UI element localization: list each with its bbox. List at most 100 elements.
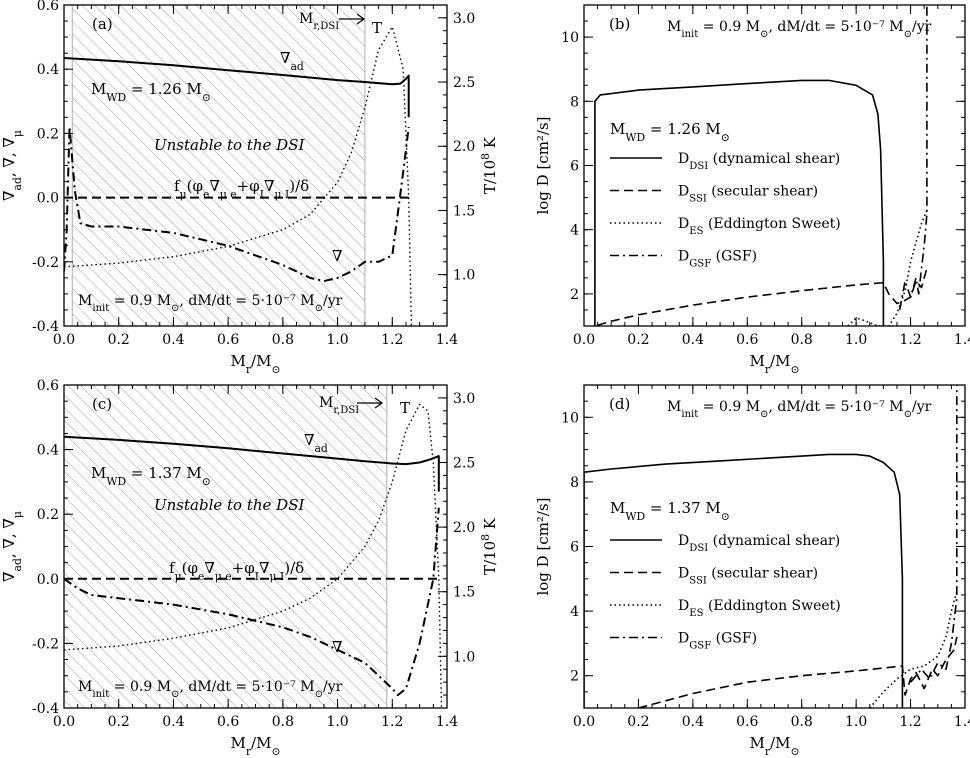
temperature-curve-label: T <box>372 19 382 37</box>
y-tick-label: -0.2 <box>32 255 59 271</box>
panel-a: 0.0 0.2 0.4 0.6 0.8 1.0 1.2 1.4 -0.4 -0.2 0.0 0.2 0.… <box>0 0 499 376</box>
y-right-tick-label: 1.0 <box>453 268 475 284</box>
y-tick-label: -0.4 <box>32 701 59 717</box>
panel-label: (d) <box>609 395 630 413</box>
y-axis-label: log D [cm²/s] <box>534 116 552 214</box>
ticks <box>583 4 966 327</box>
legend: DDSI (dynamical shear) DSSI (secular shea… <box>610 533 841 651</box>
y-tick-label: 6 <box>570 159 579 175</box>
initial-mass-rate-label: Minit = 0.9 M⊙, dM/dt = 5·10⁻⁷ M⊙/yr <box>667 399 932 420</box>
x-tick-label: 1.2 <box>899 332 921 348</box>
y-tick-label: -0.4 <box>32 319 59 335</box>
legend-entry: DES (Eddington Sweet) <box>678 598 841 619</box>
x-tick-label: 1.2 <box>381 714 403 730</box>
x-tick-label: 0.0 <box>53 332 75 348</box>
x-tick-label: 1.2 <box>899 714 921 730</box>
dsi-unstable-region <box>63 384 388 709</box>
x-tick-label: 0.8 <box>272 332 294 348</box>
legend-entry: DES (Eddington Sweet) <box>678 216 841 237</box>
x-tick-label: 1.0 <box>326 332 348 348</box>
x-tick-label: 0.8 <box>272 714 294 730</box>
y-axis-label: log D [cm²/s] <box>534 497 552 595</box>
initial-mass-rate-label: Minit = 0.9 M⊙, dM/dt = 5·10⁻⁷ M⊙/yr <box>78 293 343 314</box>
y-right-tick-label: 3.0 <box>453 11 475 27</box>
series-line <box>592 267 928 326</box>
y-right-axis-label: T/108 K <box>479 517 500 575</box>
x-tick-label: 0.4 <box>162 714 184 730</box>
y-right-axis-label: T/108 K <box>479 136 500 194</box>
y-tick-label: 2 <box>570 287 579 303</box>
series-line <box>638 636 958 708</box>
x-tick-label: 0.6 <box>217 714 239 730</box>
x-axis-label: Mr/M⊙ <box>231 352 281 376</box>
y-tick-label: 0.4 <box>37 62 59 78</box>
x-axis-label: Mr/M⊙ <box>750 734 800 758</box>
y-tick-label: 10 <box>561 30 579 46</box>
unstable-dsi-label: Unstable to the DSI <box>154 136 305 154</box>
y-right-tick-label: 1.0 <box>453 649 475 665</box>
series-line <box>584 453 904 708</box>
x-tick-label: 0.6 <box>736 714 758 730</box>
legend-entry: DGSF (GSF) <box>678 249 757 270</box>
y-tick-label: 0.0 <box>37 191 59 207</box>
y-right-tick-label: 1.5 <box>453 203 475 219</box>
x-tick-label: 0.2 <box>108 332 130 348</box>
y-tick-label: 8 <box>570 475 579 491</box>
x-tick-label: 1.4 <box>954 714 970 730</box>
legend-entry: DSSI (secular shear) <box>678 566 818 587</box>
legend-entry: DGSF (GSF) <box>678 631 757 652</box>
y-tick-label: 10 <box>561 410 579 426</box>
y-tick-label: 0.6 <box>37 378 59 394</box>
x-axis-label: Mr/M⊙ <box>231 734 281 758</box>
nabla-mu-label: fμ(φe∇μ e+φI∇μ I)/δ <box>174 177 309 201</box>
series-line <box>869 591 958 708</box>
series-line <box>64 126 410 283</box>
white-dwarf-mass-label: MWD = 1.26 M⊙ <box>91 80 211 104</box>
x-tick-label: 0.2 <box>108 714 130 730</box>
y-tick-label: -0.2 <box>32 636 59 652</box>
y-right-tick-label: 2.0 <box>453 139 475 155</box>
series-group <box>64 26 413 326</box>
series-line <box>847 210 928 326</box>
y-right-tick-label: 3.0 <box>453 391 475 407</box>
plot-frame <box>583 4 966 327</box>
y-tick-label: 4 <box>570 604 579 620</box>
panel-label: (c) <box>92 395 112 413</box>
legend-entry: DDSI (dynamical shear) <box>678 533 840 554</box>
series-line <box>594 79 885 326</box>
panel-d: 0.0 0.2 0.4 0.6 0.8 1.0 1.2 1.4 2 4 6 8 10 (d) Mr/M⊙ lo… <box>534 384 970 758</box>
series-line <box>64 57 410 118</box>
y-right-tick-label: 1.5 <box>453 585 475 601</box>
y-tick-label: 4 <box>570 223 579 239</box>
mr-dsi-arrowhead <box>374 397 384 409</box>
y-tick-label: 0.6 <box>37 0 59 14</box>
y-axis-label: ∇ad, ∇, ∇μ <box>0 511 24 582</box>
x-axis-label: Mr/M⊙ <box>750 352 800 376</box>
unstable-dsi-label: Unstable to the DSI <box>154 496 305 514</box>
series-group <box>64 403 443 708</box>
series-group <box>584 385 958 708</box>
nabla-ad-label: ∇ad <box>304 431 328 455</box>
series-line <box>909 385 958 683</box>
mr-dsi-label: Mr,DSI <box>299 11 339 32</box>
x-tick-label: 1.4 <box>436 714 458 730</box>
x-tick-label: 0.4 <box>682 714 704 730</box>
legend-entry: DDSI (dynamical shear) <box>678 151 840 172</box>
y-axis-label: ∇ad, ∇, ∇μ <box>0 130 24 201</box>
x-tick-label: 0.8 <box>791 332 813 348</box>
white-dwarf-mass-label: MWD = 1.37 M⊙ <box>610 499 730 523</box>
y-right-tick-label: 2.5 <box>453 75 475 91</box>
y-tick-label: 2 <box>570 669 579 685</box>
nabla-label: ∇ <box>332 247 342 265</box>
x-tick-label: 0.6 <box>736 332 758 348</box>
series-line <box>64 403 443 708</box>
y-tick-label: 0.0 <box>37 572 59 588</box>
panel-label: (b) <box>609 15 630 33</box>
x-tick-label: 0.4 <box>682 332 704 348</box>
ticks <box>63 384 448 709</box>
y-right-tick-label: 2.0 <box>453 520 475 536</box>
x-tick-label: 0.4 <box>162 332 184 348</box>
y-tick-label: 0.4 <box>37 443 59 459</box>
initial-mass-rate-label: Minit = 0.9 M⊙, dM/dt = 5·10⁻⁷ M⊙/yr <box>667 19 932 40</box>
